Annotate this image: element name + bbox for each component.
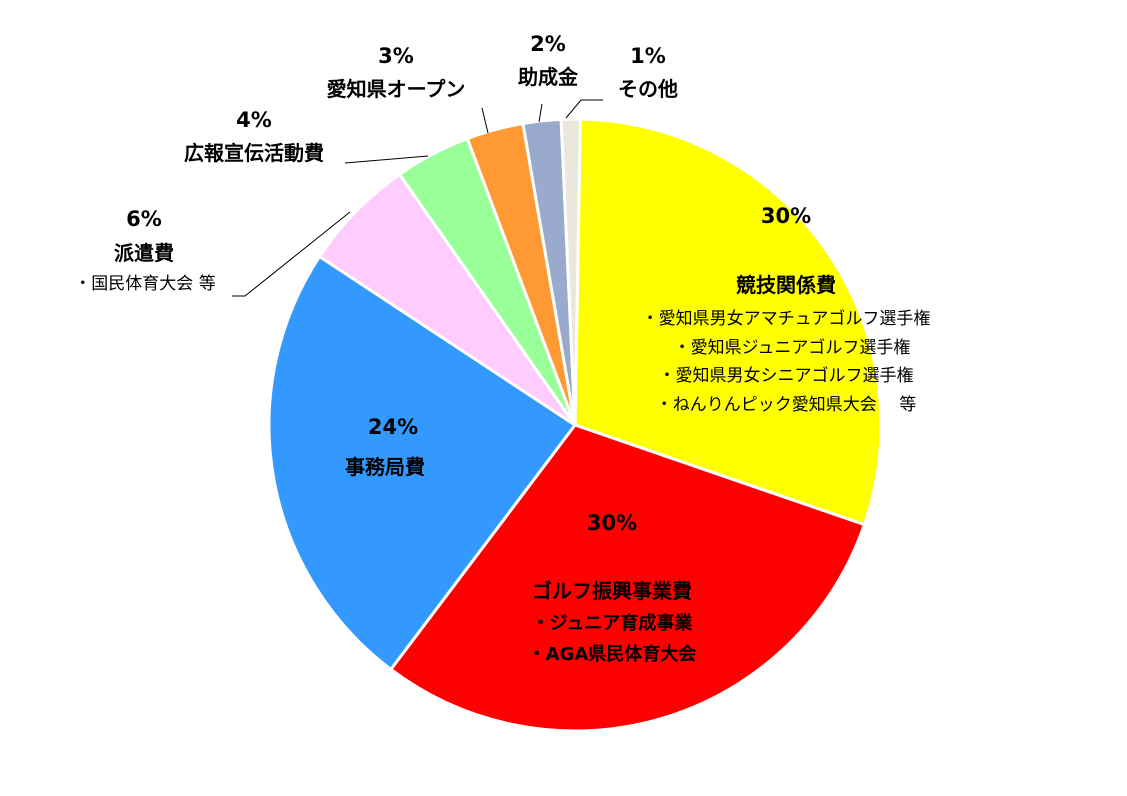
leader-line-open bbox=[481, 107, 489, 134]
slice-note-shinko-1: ・ジュニア育成事業 bbox=[532, 612, 694, 634]
pie-slice-0 bbox=[573, 117, 883, 527]
slice-note-kyogi-4: ・ねんりんピック愛知県大会 等 bbox=[656, 395, 916, 415]
slice-label-name-shinko: ゴルフ振興事業費 bbox=[532, 579, 692, 603]
leader-lines-layer bbox=[232, 99, 603, 297]
slice-label-pct-shinko: 30% bbox=[587, 511, 637, 535]
slice-label-pct-open: 3% bbox=[378, 44, 414, 68]
slice-label-name-open: 愛知県オープン bbox=[327, 77, 466, 101]
slice-label-pct-kouhou: 4% bbox=[236, 108, 272, 132]
slice-label-name-kouhou: 広報宣伝活動費 bbox=[184, 141, 324, 165]
slice-label-name-josei: 助成金 bbox=[518, 65, 579, 89]
slice-note-shinko-2: ・AGA県民体育大会 bbox=[528, 643, 697, 665]
slice-label-name-jimu: 事務局費 bbox=[345, 455, 425, 479]
slice-label-pct-josei: 2% bbox=[530, 32, 566, 56]
leader-line-sonota bbox=[565, 99, 603, 119]
slice-label-pct-haken: 6% bbox=[126, 207, 162, 231]
slice-label-name-sonota: その他 bbox=[618, 77, 678, 101]
slice-label-pct-kyogi: 30% bbox=[761, 204, 811, 228]
slice-note-kyogi-3: ・愛知県男女シニアゴルフ選手権 bbox=[659, 365, 914, 386]
slice-note-kyogi-2: ・愛知県ジュニアゴルフ選手権 bbox=[674, 337, 911, 358]
slice-label-name-kyogi: 競技関係費 bbox=[736, 273, 836, 297]
slice-label-pct-jimu: 24% bbox=[368, 415, 418, 439]
slice-note-haken-1: ・国民体育大会 等 bbox=[74, 274, 215, 294]
pie-slice-7 bbox=[559, 117, 582, 427]
pie-slice-2 bbox=[267, 255, 577, 671]
slice-label-name-haken: 派遣費 bbox=[114, 241, 174, 265]
slice-note-kyogi-1: ・愛知県男女アマチュアゴルフ選手権 bbox=[642, 308, 931, 329]
labels-layer: 30% 競技関係費 ・愛知県男女アマチュアゴルフ選手権 ・愛知県ジュニアゴルフ選… bbox=[74, 32, 930, 665]
slice-label-pct-sonota: 1% bbox=[630, 44, 666, 68]
leader-line-haken bbox=[232, 211, 351, 297]
leader-line-josei bbox=[538, 103, 543, 123]
leader-line-kouhou bbox=[344, 155, 429, 164]
slices-layer bbox=[267, 117, 883, 733]
pie-slice-1 bbox=[389, 423, 866, 733]
